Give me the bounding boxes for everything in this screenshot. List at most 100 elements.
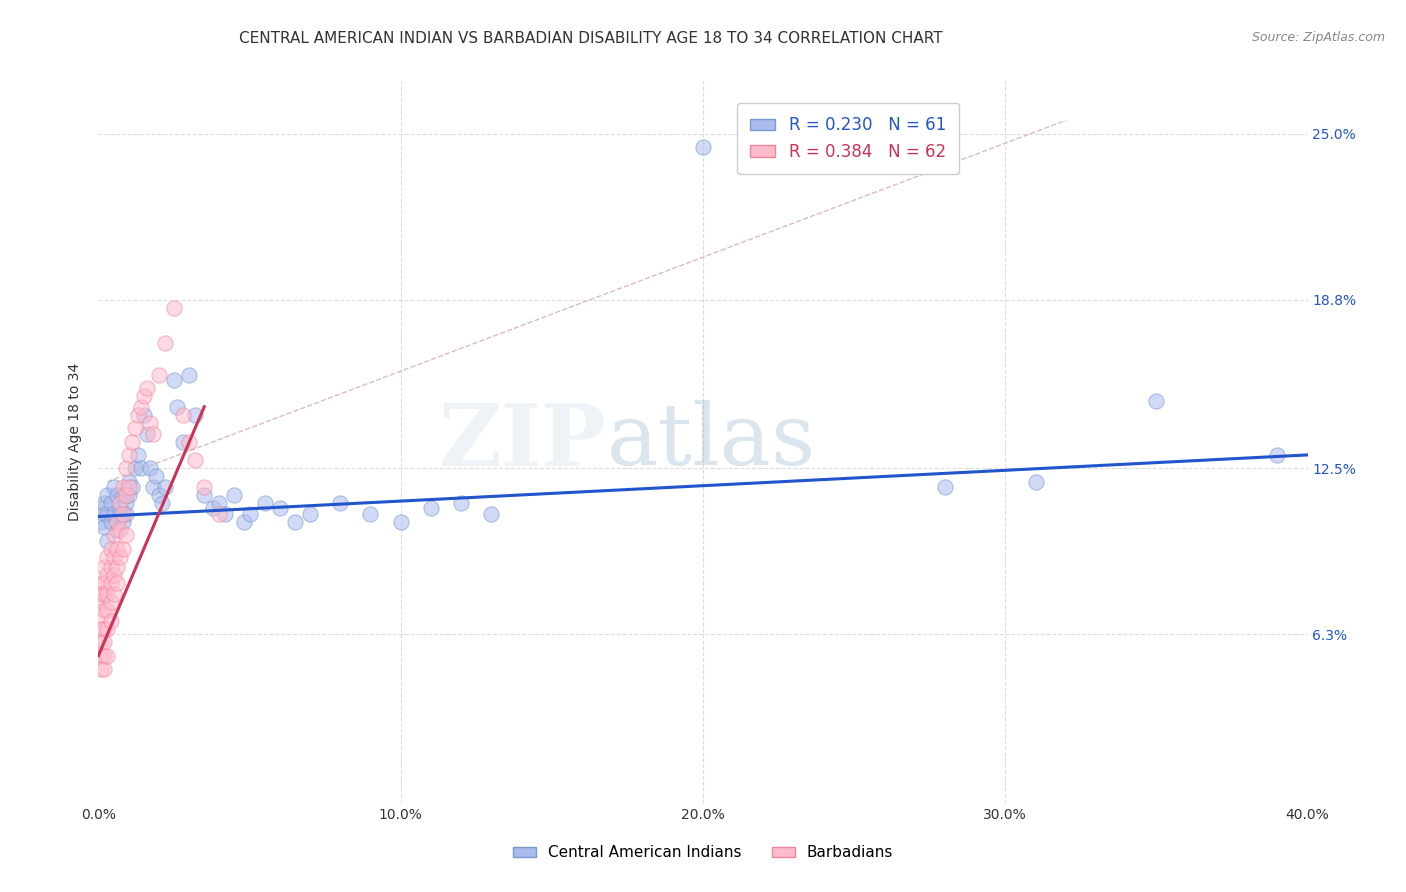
Point — [103, 568, 125, 582]
Point — [93, 560, 115, 574]
Point — [90, 595, 112, 609]
Point — [1144, 394, 1167, 409]
Point — [232, 515, 254, 529]
Point — [150, 496, 173, 510]
Point — [202, 501, 225, 516]
Point — [105, 560, 128, 574]
Point — [105, 541, 128, 556]
Point — [692, 140, 714, 154]
Point — [108, 549, 131, 564]
Point — [142, 480, 165, 494]
Point — [111, 541, 134, 556]
Point — [129, 400, 152, 414]
Point — [100, 595, 122, 609]
Point — [93, 648, 115, 663]
Point — [145, 469, 167, 483]
Point — [111, 507, 134, 521]
Point — [253, 496, 276, 510]
Point — [118, 488, 141, 502]
Point — [284, 515, 307, 529]
Point — [96, 603, 118, 617]
Text: Source: ZipAtlas.com: Source: ZipAtlas.com — [1251, 31, 1385, 45]
Y-axis label: Disability Age 18 to 34: Disability Age 18 to 34 — [69, 362, 83, 521]
Point — [90, 662, 112, 676]
Point — [93, 587, 115, 601]
Point — [96, 587, 118, 601]
Point — [96, 648, 118, 663]
Point — [148, 368, 170, 382]
Point — [114, 461, 136, 475]
Point — [93, 520, 115, 534]
Point — [93, 662, 115, 676]
Point — [90, 608, 112, 623]
Point — [103, 549, 125, 564]
Point — [100, 560, 122, 574]
Point — [103, 528, 125, 542]
Point — [103, 587, 125, 601]
Point — [90, 515, 112, 529]
Point — [329, 496, 352, 510]
Point — [139, 416, 162, 430]
Point — [111, 515, 134, 529]
Point — [129, 461, 152, 475]
Point — [163, 373, 186, 387]
Point — [100, 614, 122, 628]
Point — [214, 507, 236, 521]
Point — [193, 488, 215, 502]
Point — [184, 408, 207, 422]
Point — [121, 480, 143, 494]
Point — [108, 507, 131, 521]
Point — [172, 434, 194, 449]
Point — [105, 488, 128, 502]
Point — [193, 480, 215, 494]
Point — [153, 480, 176, 494]
Point — [111, 480, 134, 494]
Point — [124, 421, 146, 435]
Point — [420, 501, 443, 516]
Point — [124, 461, 146, 475]
Text: atlas: atlas — [606, 400, 815, 483]
Point — [90, 587, 112, 601]
Point — [208, 507, 231, 521]
Point — [132, 408, 155, 422]
Point — [93, 635, 115, 649]
Point — [142, 426, 165, 441]
Point — [224, 488, 246, 502]
Point — [111, 488, 134, 502]
Point — [100, 576, 122, 591]
Point — [299, 507, 322, 521]
Point — [90, 576, 112, 591]
Point — [96, 549, 118, 564]
Point — [132, 389, 155, 403]
Point — [108, 501, 131, 516]
Point — [127, 448, 149, 462]
Point — [96, 507, 118, 521]
Point — [103, 507, 125, 521]
Point — [105, 515, 128, 529]
Point — [153, 335, 176, 350]
Point — [103, 480, 125, 494]
Point — [148, 488, 170, 502]
Text: ZIP: ZIP — [439, 400, 606, 483]
Point — [179, 368, 201, 382]
Point — [135, 426, 157, 441]
Point — [1024, 475, 1046, 489]
Point — [100, 515, 122, 529]
Legend: Central American Indians, Barbadians: Central American Indians, Barbadians — [506, 839, 900, 866]
Point — [96, 568, 118, 582]
Point — [100, 541, 122, 556]
Point — [208, 496, 231, 510]
Point — [93, 507, 115, 521]
Point — [135, 381, 157, 395]
Point — [114, 507, 136, 521]
Point — [389, 515, 412, 529]
Point — [121, 434, 143, 449]
Point — [93, 622, 115, 636]
Point — [90, 648, 112, 663]
Point — [96, 622, 118, 636]
Point — [105, 576, 128, 591]
Point — [450, 496, 472, 510]
Point — [127, 408, 149, 422]
Point — [1267, 448, 1289, 462]
Point — [90, 501, 112, 516]
